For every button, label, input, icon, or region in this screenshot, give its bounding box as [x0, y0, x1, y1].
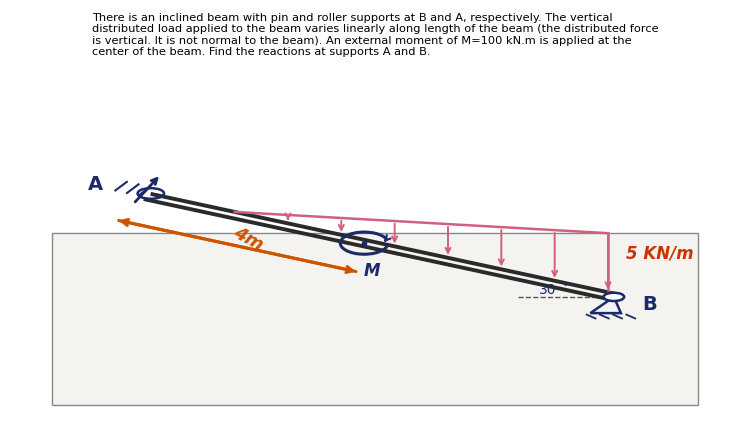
Text: 4m: 4m — [230, 223, 266, 254]
Text: B: B — [642, 295, 656, 314]
Text: 30: 30 — [539, 284, 556, 298]
Text: M: M — [363, 262, 380, 280]
Text: °: ° — [562, 282, 568, 292]
Text: There is an inclined beam with pin and roller supports at B and A, respectively.: There is an inclined beam with pin and r… — [92, 13, 658, 57]
FancyBboxPatch shape — [52, 233, 698, 405]
Text: A: A — [88, 175, 104, 194]
Circle shape — [604, 293, 624, 301]
Text: 5 KN/m: 5 KN/m — [626, 245, 694, 263]
